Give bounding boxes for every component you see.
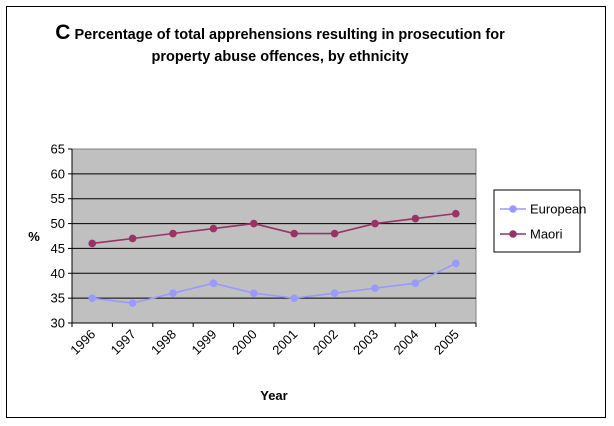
point-maori-1999 bbox=[209, 224, 218, 233]
legend-marker-european bbox=[509, 205, 517, 213]
legend-label-european: European bbox=[530, 202, 586, 217]
point-european-2002 bbox=[330, 289, 339, 297]
y-tick-label-50: 50 bbox=[51, 216, 65, 231]
point-maori-2005 bbox=[452, 209, 460, 218]
x-tick-label-1999: 1999 bbox=[188, 327, 219, 358]
chart-title-text: Percentage of total apprehensions result… bbox=[74, 27, 505, 65]
x-axis-label: Year bbox=[260, 388, 287, 403]
x-tick-label-1998: 1998 bbox=[148, 327, 179, 358]
y-tick-label-40: 40 bbox=[51, 266, 65, 281]
point-maori-2004 bbox=[411, 214, 420, 223]
point-european-2003 bbox=[371, 284, 379, 293]
y-axis-label: % bbox=[28, 229, 40, 244]
x-tick-label-2000: 2000 bbox=[229, 327, 260, 358]
x-tick-label-1997: 1997 bbox=[108, 327, 139, 358]
x-tick-label-2001: 2001 bbox=[269, 327, 300, 358]
point-maori-2000 bbox=[250, 219, 258, 228]
series-line-maori bbox=[92, 212, 456, 245]
y-tick-label-45: 45 bbox=[51, 241, 65, 256]
point-maori-2001 bbox=[290, 229, 299, 238]
x-tick-label-1996: 1996 bbox=[67, 327, 98, 358]
point-maori-2002 bbox=[330, 229, 339, 238]
chart-title: C Percentage of total apprehensions resu… bbox=[40, 22, 520, 68]
y-tick-label-30: 30 bbox=[51, 316, 65, 331]
x-tick-label-2005: 2005 bbox=[431, 327, 462, 358]
series-line-european bbox=[92, 262, 457, 304]
point-maori-1996 bbox=[88, 239, 96, 248]
y-tick-label-35: 35 bbox=[51, 291, 65, 306]
point-european-1997 bbox=[128, 299, 137, 307]
point-european-1996 bbox=[88, 294, 96, 302]
x-tick-label-2003: 2003 bbox=[350, 327, 381, 358]
point-european-2000 bbox=[250, 289, 258, 297]
x-tick-label-2002: 2002 bbox=[310, 327, 341, 358]
y-tick-label-65: 65 bbox=[51, 142, 65, 157]
legend-label-maori: Maori bbox=[530, 227, 563, 242]
point-european-1999 bbox=[209, 279, 218, 288]
point-maori-2003 bbox=[371, 219, 379, 228]
chart-title-letter: C bbox=[55, 21, 71, 44]
legend-marker-maori bbox=[509, 230, 517, 238]
point-european-2005 bbox=[452, 259, 460, 268]
x-tick-label-2004: 2004 bbox=[390, 327, 421, 358]
y-tick-label-55: 55 bbox=[51, 191, 65, 206]
point-european-2004 bbox=[411, 279, 420, 288]
legend-box bbox=[493, 189, 581, 253]
y-tick-label-60: 60 bbox=[51, 166, 65, 181]
point-european-2001 bbox=[290, 294, 299, 302]
point-maori-1998 bbox=[169, 229, 177, 238]
point-maori-1997 bbox=[128, 234, 137, 243]
point-european-1998 bbox=[169, 289, 177, 297]
